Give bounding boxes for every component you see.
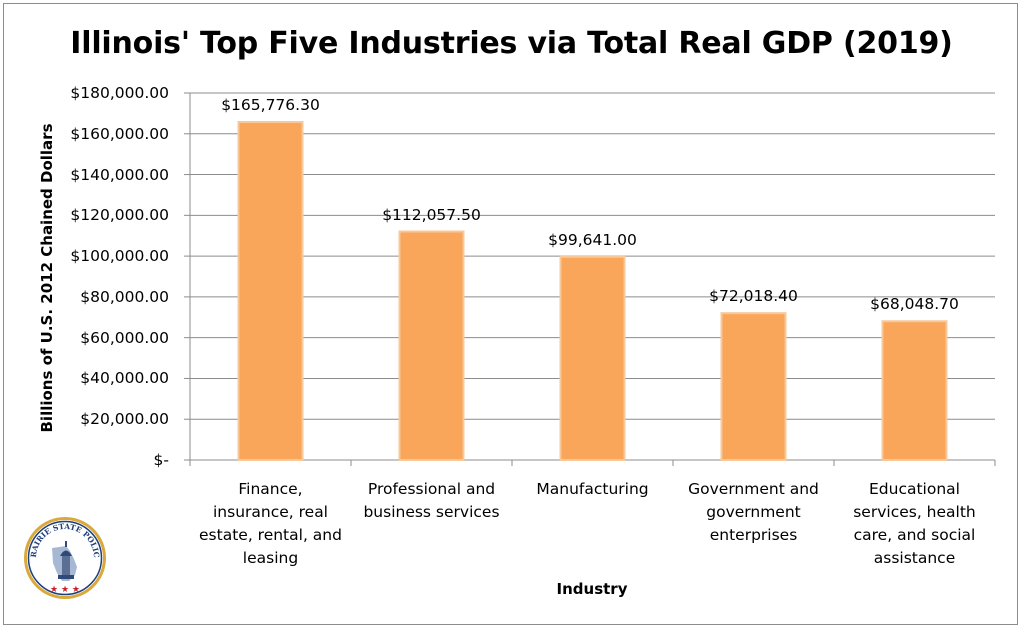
data-label: $99,641.00 <box>548 230 637 249</box>
category-label: Government and government enterprises <box>688 480 819 544</box>
chart-frame <box>3 3 1018 625</box>
y-tick-label: $140,000.00 <box>70 165 169 184</box>
y-tick-label: $120,000.00 <box>70 206 169 225</box>
data-label: $68,048.70 <box>870 295 959 314</box>
data-label: $112,057.50 <box>382 205 481 224</box>
y-tick-label: $60,000.00 <box>80 328 169 347</box>
y-tick-label: $100,000.00 <box>70 247 169 266</box>
chart-title: Illinois' Top Five Industries via Total … <box>70 26 953 61</box>
category-label: Professional and business services <box>363 480 500 521</box>
bar <box>559 255 626 461</box>
y-tick-label: $- <box>153 451 169 469</box>
y-tick-label: $40,000.00 <box>80 369 169 388</box>
y-axis-label: Billions of U.S. 2012 Chained Dollars <box>38 123 56 433</box>
data-label: $72,018.40 <box>709 287 798 306</box>
svg-text:★ ★ ★: ★ ★ ★ <box>50 585 80 595</box>
bar <box>237 121 304 461</box>
category-label: Educational services, health care, and soc… <box>853 480 976 567</box>
category-label: Manufacturing <box>536 480 649 498</box>
category-label: Finance, insurance, real estate, rental, a… <box>199 480 342 567</box>
prairie-state-policy-logo-icon: PRAIRIE STATE POLICY ★ ★ ★ <box>22 515 106 599</box>
y-tick-label: $20,000.00 <box>80 410 169 429</box>
data-label: $165,776.30 <box>221 96 320 114</box>
y-tick-label: $80,000.00 <box>80 287 169 306</box>
y-tick-label: $160,000.00 <box>70 124 169 143</box>
bar <box>881 320 948 461</box>
bar <box>398 230 465 461</box>
bar <box>720 312 787 461</box>
x-axis-label: Industry <box>556 580 628 598</box>
y-tick-label: $180,000.00 <box>70 84 169 102</box>
